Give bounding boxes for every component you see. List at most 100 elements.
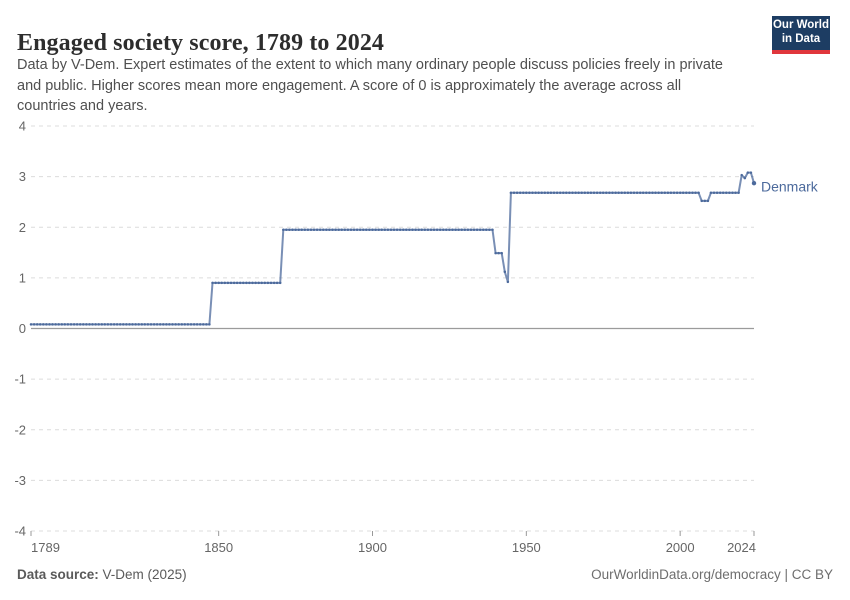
data-point-marker [389,228,393,232]
data-point-marker [198,323,202,326]
data-point-marker [672,191,676,195]
data-point-marker [721,191,725,195]
data-point-marker [540,191,543,195]
data-point-marker [368,228,371,232]
data-point-marker [269,281,273,285]
data-point-marker [232,281,236,285]
data-point-marker [731,191,734,195]
data-point-marker [463,228,467,232]
data-point-marker [448,228,451,232]
data-point-marker [626,191,630,195]
attribution-link[interactable]: OurWorldinData.org/democracy | CC BY [591,567,833,582]
line-series-denmark[interactable] [31,171,755,326]
data-point-marker [620,191,623,195]
data-point-marker [512,191,516,195]
data-point-marker [63,323,67,326]
data-point-marker [491,228,494,232]
data-point-marker [183,323,187,326]
data-point-marker [466,228,470,232]
owid-logo-line1: Our World [772,19,829,32]
data-point-marker [248,281,251,285]
data-point-marker [362,228,365,232]
data-point-marker [681,191,685,195]
data-point-marker [657,191,660,195]
data-point-marker [534,191,537,195]
data-point-marker [454,228,457,232]
data-point-marker [697,191,700,195]
owid-logo[interactable]: Our World in Data [772,16,830,54]
data-point-marker [417,228,420,232]
data-point-marker [737,191,740,195]
data-point-marker [325,228,328,232]
data-point-marker [275,281,279,285]
data-point-marker [334,228,337,232]
data-point-marker [558,191,562,195]
series-label-denmark[interactable]: Denmark [761,179,819,195]
y-tick-label: -3 [14,473,26,488]
data-point-marker [72,323,76,326]
data-point-marker [632,191,636,195]
data-point-marker [488,228,491,232]
data-point-marker [654,191,657,195]
data-point-marker [100,323,104,326]
data-point-marker [294,228,297,232]
data-point-marker [432,228,436,232]
data-point-marker [189,323,193,326]
data-point-marker [94,323,97,326]
data-point-marker [146,323,150,326]
data-point-marker [531,191,534,195]
data-point-marker [174,323,177,326]
data-point-marker [460,228,463,232]
data-point-marker [469,228,473,232]
data-point-marker [254,281,257,285]
data-point-marker [140,323,144,326]
data-point-marker [235,281,239,285]
y-tick-label: 1 [19,270,26,285]
data-point-marker [509,191,513,195]
data-point-marker [180,323,184,326]
data-point-marker [386,228,390,232]
x-tick-label: 2024 [727,540,756,555]
data-point-marker [318,228,322,232]
x-tick-label: 1950 [512,540,541,555]
data-point-marker [195,323,199,326]
data-point-marker [78,323,82,326]
data-point-marker [562,191,565,195]
data-point-marker [365,228,368,232]
data-point-marker [629,191,633,195]
data-point-marker [438,228,442,232]
data-point-marker [229,281,233,285]
data-point-marker [297,228,300,232]
data-point-marker [605,191,608,195]
data-source-value: V-Dem (2025) [102,567,187,582]
y-tick-label: 0 [19,321,26,336]
data-point-marker [503,270,507,274]
data-point-marker [48,323,51,326]
x-tick-label: 1789 [31,540,60,555]
data-point-marker [251,281,254,285]
data-point-marker [528,191,531,195]
data-point-marker [411,228,414,232]
data-point-marker [115,323,119,326]
data-point-marker [712,191,716,195]
data-point-marker [706,199,710,203]
data-point-marker [549,191,553,195]
y-tick-label: -1 [14,372,26,387]
data-point-marker [282,228,285,232]
data-point-marker [482,228,485,232]
data-point-marker [211,281,214,285]
data-point-marker [217,281,220,285]
data-point-marker [208,323,211,326]
data-point-marker [522,191,525,195]
data-point-marker [149,323,153,326]
data-point-marker [35,323,39,326]
data-point-marker [38,323,42,326]
data-point-marker [614,191,617,195]
data-point-marker [589,191,593,195]
data-point-marker [346,228,350,232]
data-point-marker [728,191,731,195]
data-point-marker [506,280,510,284]
data-point-marker [57,323,60,326]
data-point-marker [392,228,396,232]
data-point-marker [155,323,159,326]
